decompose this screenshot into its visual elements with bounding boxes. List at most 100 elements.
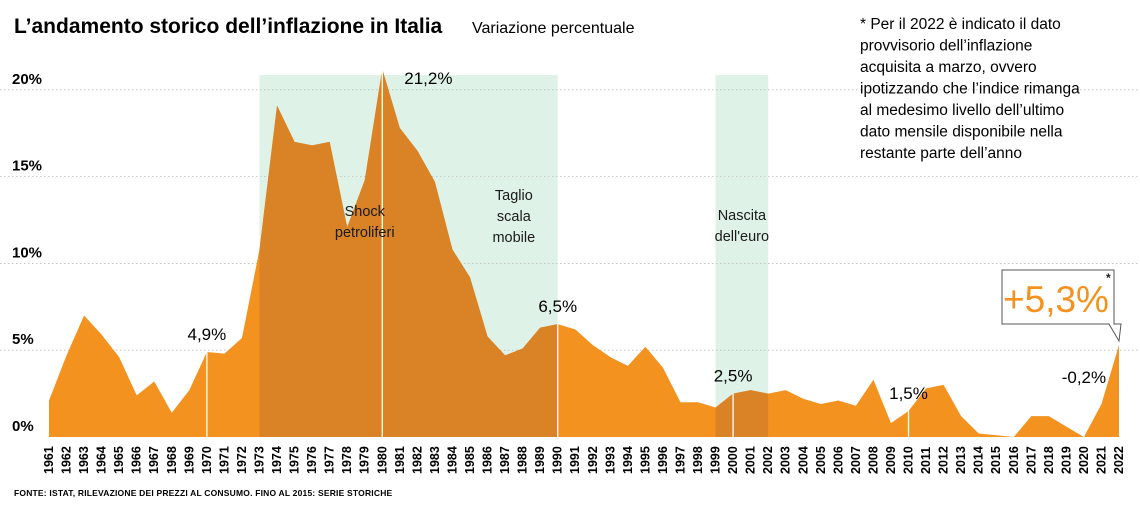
chart-title: L’andamento storico dell’inflazione in I… [14,15,443,38]
source-note: FONTE: ISTAT, RILEVAZIONE DEI PREZZI AL … [14,488,393,498]
band-labels: Shock petroliferi Taglio scala mobile Nascita… [335,188,769,246]
annotation-label: -0,2% [1062,368,1106,387]
x-tick-label: 1999 [709,446,723,474]
footnote: * Per il 2022 è indicato il dato provviso… [860,16,1080,162]
band-label: Shock [345,204,386,220]
x-tick-label: 2009 [884,446,898,474]
x-tick-label: 1993 [603,446,617,474]
chart-subtitle: Variazione percentuale [472,20,635,37]
annotations: 4,9% 21,2% 6,5% 2,5% 1,5% -0,2% [187,69,1106,403]
x-tick-label: 1982 [410,446,424,474]
x-tick-label: 1983 [428,446,442,474]
x-tick-label: 1963 [77,446,91,474]
x-tick-label: 2008 [866,446,880,474]
x-tick-label: 2012 [937,446,951,474]
x-tick-label: 2003 [779,446,793,474]
x-tick-label: 1996 [656,446,670,474]
annotation-label: 6,5% [538,297,577,316]
y-axis-ticks: 0% 5% 10% 15% 20% [12,71,42,435]
x-tick-label: 1987 [498,446,512,474]
x-tick-label: 1991 [568,446,582,474]
band-label: mobile [492,230,535,246]
callout-2022: +5,3%* [1001,269,1122,343]
x-tick-label: 2005 [814,446,828,474]
y-tick-label: 20% [12,71,42,88]
footnote-line: provvisorio dell’inflazione [860,38,1032,55]
x-tick-label: 2011 [919,447,933,474]
y-tick-label: 15% [12,158,42,175]
x-tick-label: 2006 [831,446,845,474]
annotation-label: 2,5% [714,367,753,386]
annotation-label: 4,9% [187,325,226,344]
x-tick-label: 1972 [235,446,249,474]
x-tick-label: 1980 [375,446,389,474]
footnote-line: al medesimo livello dell’ultimo [860,102,1064,119]
x-tick-label: 1981 [393,446,407,474]
x-tick-label: 1986 [481,446,495,474]
x-tick-label: 1984 [445,446,459,474]
x-tick-label: 1995 [638,446,652,474]
y-tick-label: 10% [12,244,42,261]
x-tick-label: 1976 [305,446,319,474]
x-tick-label: 1968 [165,446,179,474]
band-label: petroliferi [335,225,395,241]
x-tick-label: 2016 [1007,446,1021,474]
x-tick-label: 1967 [147,446,161,474]
x-tick-label: 2014 [972,446,986,474]
x-tick-label: 1994 [621,446,635,474]
footnote-line: restante parte dell’anno [860,145,1022,162]
x-tick-label: 1975 [288,446,302,474]
x-tick-label: 1989 [533,446,547,474]
x-tick-label: 1971 [217,446,231,474]
x-tick-label: 1997 [673,446,687,474]
x-tick-label: 2019 [1059,446,1073,474]
annotation-markers [206,69,1085,437]
x-tick-label: 1978 [340,446,354,474]
x-tick-label: 2021 [1094,446,1108,474]
callout-box [1001,269,1122,343]
x-tick-label: 1961 [42,446,56,474]
band-2 [715,75,769,437]
x-tick-label: 1974 [270,446,284,474]
band-label: dell'euro [715,229,769,245]
x-tick-label: 1977 [323,446,337,474]
y-tick-label: 5% [12,331,34,348]
x-tick-label: 1969 [182,446,196,474]
annotation-label: 1,5% [889,384,928,403]
x-tick-label: 2007 [849,446,863,474]
x-tick-label: 1970 [200,446,214,474]
annotation-label: 21,2% [404,69,452,88]
x-tick-label: 2020 [1077,446,1091,474]
x-tick-label: 1990 [551,446,565,474]
footnote-line: * Per il 2022 è indicato il dato [860,16,1061,33]
x-tick-label: 2000 [726,446,740,474]
x-tick-label: 1988 [516,446,530,474]
x-tick-label: 2018 [1042,446,1056,474]
x-tick-label: 2002 [761,446,775,474]
band-label: scala [497,209,532,225]
x-tick-label: 1966 [130,446,144,474]
y-tick-label: 0% [12,418,34,435]
callout-asterisk: * [1106,271,1111,285]
band-label: Nascita [718,208,767,224]
callout-value: +5,3% [1003,279,1109,320]
footnote-line: dato mensile disponibile nella [860,124,1063,141]
x-tick-label: 2013 [954,446,968,474]
footnote-line: acquisita a marzo, ovvero [860,59,1037,76]
x-tick-label: 2015 [989,446,1003,474]
x-tick-label: 1998 [691,446,705,474]
x-tick-label: 2001 [744,446,758,474]
x-tick-label: 1992 [586,446,600,474]
x-axis-ticks: 1961 1962 1963 1964 1965 1966 1967 1968 1969 1970… [42,446,1126,474]
x-tick-label: 2017 [1024,446,1038,474]
x-tick-label: 1985 [463,446,477,474]
x-tick-label: 1973 [252,446,266,474]
x-tick-label: 1965 [112,446,126,474]
band-label: Taglio [495,188,533,204]
footnote-line: ipotizzando che l’indice rimanga [860,81,1080,98]
x-tick-label: 1962 [60,446,74,474]
x-tick-label: 2004 [796,446,810,474]
x-tick-label: 1979 [358,446,372,474]
x-tick-label: 2022 [1112,446,1126,474]
